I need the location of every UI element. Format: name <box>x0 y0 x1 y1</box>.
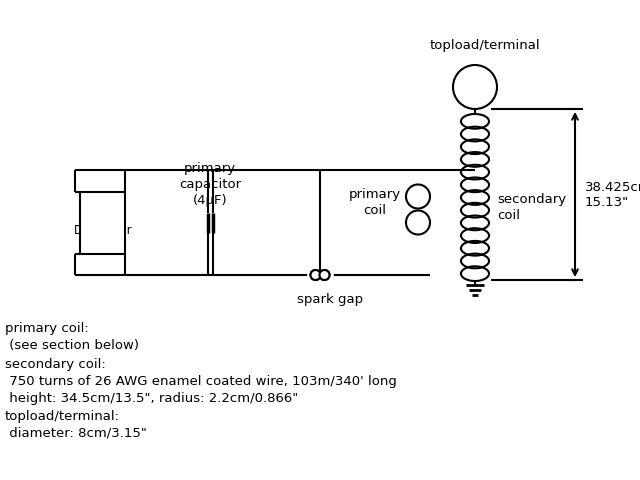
Circle shape <box>310 270 321 280</box>
Circle shape <box>319 270 330 280</box>
Text: secondary coil:
 750 turns of 26 AWG enamel coated wire, 103m/340' long
 height:: secondary coil: 750 turns of 26 AWG enam… <box>5 358 397 405</box>
Text: topload/terminal: topload/terminal <box>429 38 540 51</box>
Circle shape <box>319 270 330 280</box>
Circle shape <box>310 270 321 280</box>
Text: primary coil:
 (see section below): primary coil: (see section below) <box>5 322 139 352</box>
Bar <box>80 192 125 253</box>
Text: 38.425cm/
15.13": 38.425cm/ 15.13" <box>585 180 640 209</box>
Text: topload/terminal:
 diameter: 8cm/3.15": topload/terminal: diameter: 8cm/3.15" <box>5 410 147 440</box>
Text: primary
capacitor
(4μF): primary capacitor (4μF) <box>179 162 241 207</box>
Text: high
voltage
DC power
source: high voltage DC power source <box>74 192 131 253</box>
Text: secondary
coil: secondary coil <box>497 193 566 222</box>
Circle shape <box>453 65 497 109</box>
Text: spark gap: spark gap <box>297 293 363 306</box>
Text: primary
coil: primary coil <box>349 188 401 217</box>
